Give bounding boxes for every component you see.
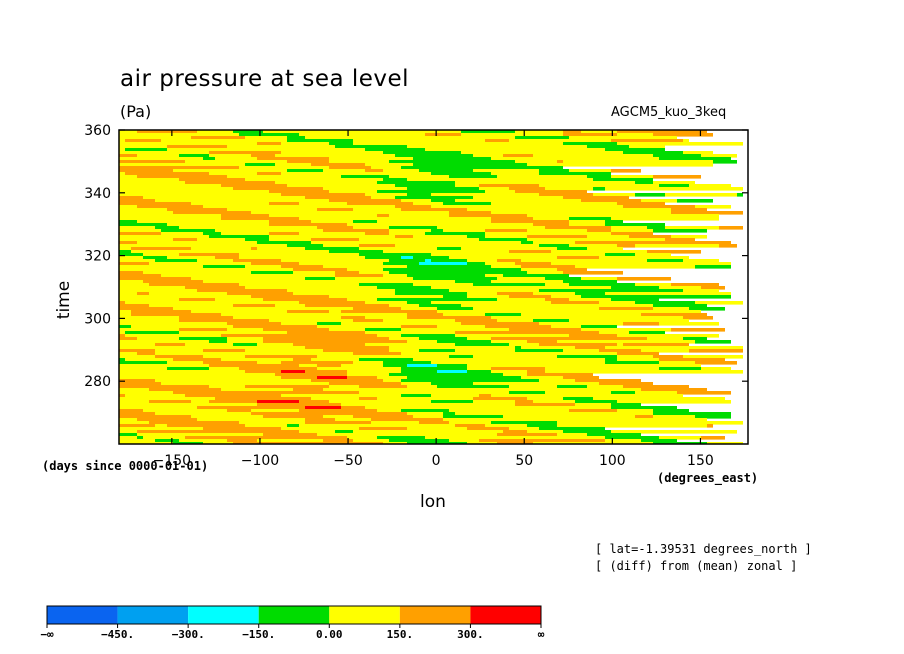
colorbar-label: 150. [387, 628, 414, 641]
colorbar-swatch [117, 606, 189, 624]
y-tick-label: 280 [84, 374, 111, 390]
x-tick-label: 150 [687, 453, 714, 469]
model-label: AGCM5_kuo_3keq [611, 105, 727, 120]
x-axis-units: (degrees_east) [657, 471, 759, 485]
annotation-diff: [ (diff) from (mean) zonal ] [595, 559, 798, 573]
chart-title: air pressure at sea level [120, 66, 410, 92]
colorbar-swatch [258, 606, 330, 624]
x-tick-label: −100 [241, 453, 279, 469]
y-tick-label: 340 [84, 186, 111, 202]
colorbar-frame [46, 605, 542, 625]
colorbar-swatch [329, 606, 400, 624]
colorbar-swatch [470, 606, 541, 624]
colorbar-swatch [47, 606, 118, 624]
x-tick-label: −150 [153, 453, 191, 469]
colorbar-swatch [399, 606, 471, 624]
annotation-latitude: [ lat=-1.39531 degrees_north ] [595, 542, 812, 556]
y-tick-label: 300 [84, 311, 111, 327]
x-tick-label: 0 [432, 453, 441, 469]
colorbar-label: −150. [242, 628, 275, 641]
plot-frame [118, 129, 749, 445]
x-tick-label: −50 [333, 453, 363, 469]
x-axis-label: lon [420, 492, 446, 512]
x-tick-label: 50 [515, 453, 533, 469]
contour-field [119, 130, 743, 444]
y-axis-units: (days since 0000-01-01) [42, 459, 209, 473]
colorbar-label: 0.00 [316, 628, 343, 641]
units-label: (Pa) [120, 102, 152, 121]
x-tick-label: 100 [599, 453, 626, 469]
y-axis: 280 300 320 340 360 [84, 123, 748, 390]
colorbar-label: −450. [101, 628, 134, 641]
y-tick-label: 320 [84, 249, 111, 265]
colorbar-label: −300. [172, 628, 205, 641]
y-tick-label: 360 [84, 123, 111, 139]
colorbar-swatch [188, 606, 259, 624]
x-axis: −150 −100 −50 0 50 100 150 [153, 130, 714, 469]
colorbar-label: ∞ [538, 628, 545, 641]
colorbar-label: 300. [457, 628, 484, 641]
colorbar-label: −∞ [40, 628, 54, 641]
colorbar: −∞ −450. −300. −150. 0.00 150. 300. ∞ [40, 605, 545, 641]
